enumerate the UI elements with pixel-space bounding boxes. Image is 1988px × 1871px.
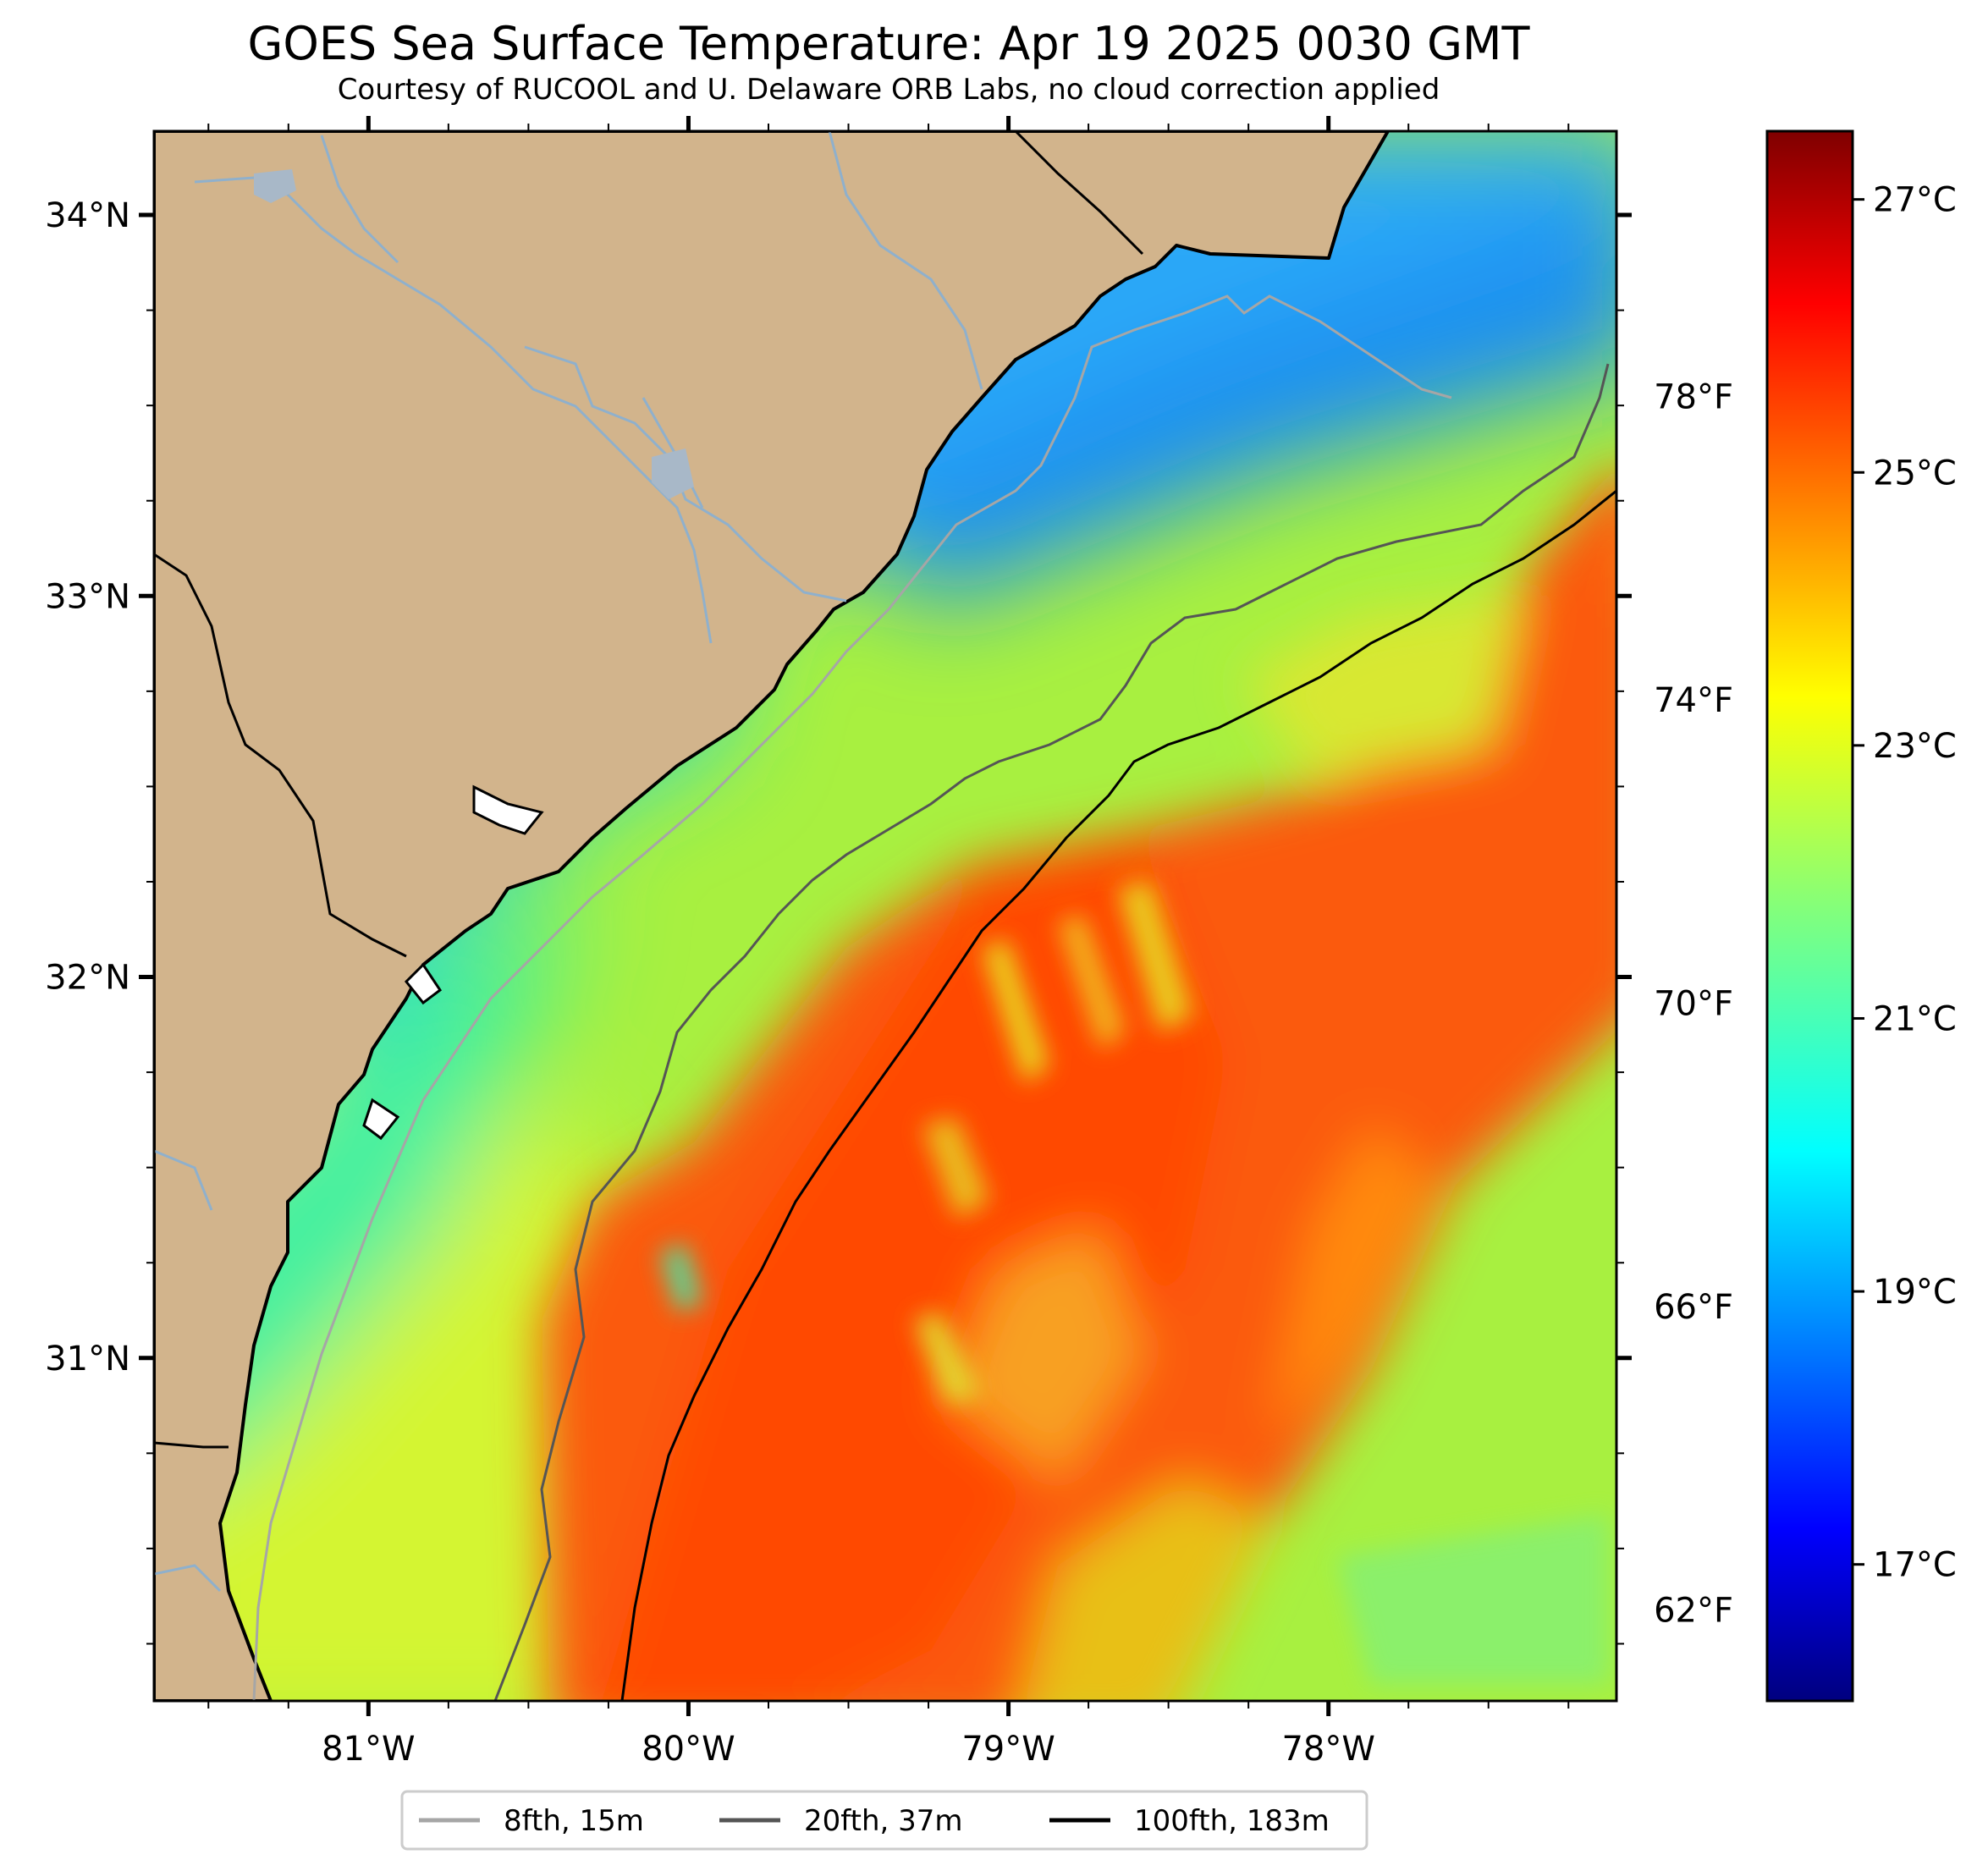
lat-tick-label: 34°N: [45, 196, 130, 235]
map-axes: 81°W 80°W 79°W 78°W 34°N 33°N 32°N 31°N: [45, 116, 1632, 1769]
lat-tick-label: 31°N: [45, 1340, 130, 1378]
colorbar-gradient: [1765, 129, 1854, 1703]
legend-label: 20fth, 37m: [804, 1804, 963, 1838]
legend-label: 8fth, 15m: [504, 1804, 644, 1838]
celsius-tick-label: 23°C: [1873, 727, 1957, 766]
bathymetry-contours: [252, 294, 1616, 1701]
fahrenheit-tick-label: 78°F: [1654, 378, 1733, 417]
land: [154, 131, 1390, 1701]
contour-20fth: [493, 363, 1610, 1701]
celsius-tick-label: 17°C: [1873, 1546, 1957, 1585]
legend-label: 100fth, 183m: [1134, 1804, 1330, 1838]
figure-title: GOES Sea Surface Temperature: Apr 19 202…: [247, 17, 1530, 70]
lakes: [254, 169, 694, 499]
lon-tick-label: 81°W: [322, 1730, 415, 1769]
map-panel: [154, 131, 1616, 1701]
colorbar-ticks: 27°C 25°C 23°C 21°C 19°C 17°C 78°F 74°F 70°F 66°F…: [1654, 181, 1957, 1631]
lat-tick-label: 32°N: [45, 959, 130, 998]
lon-tick-label: 80°W: [642, 1730, 735, 1769]
lat-tick-label: 33°N: [45, 577, 130, 616]
lon-tick-label: 79°W: [961, 1730, 1055, 1769]
state-borders: [154, 131, 1144, 1449]
legend-box: [400, 1790, 1368, 1851]
celsius-tick-label: 27°C: [1873, 181, 1957, 220]
celsius-tick-label: 25°C: [1873, 454, 1957, 493]
lon-tick-label: 78°W: [1281, 1730, 1374, 1769]
celsius-tick-label: 21°C: [1873, 999, 1957, 1038]
fahrenheit-tick-label: 70°F: [1654, 985, 1733, 1024]
fahrenheit-tick-label: 62°F: [1654, 1591, 1733, 1630]
contour-100fth: [620, 489, 1616, 1701]
celsius-tick-label: 19°C: [1873, 1273, 1957, 1312]
figure-subtitle: Courtesy of RUCOOL and U. Delaware ORB L…: [337, 73, 1440, 107]
legend: 8fth, 15m 20fth, 37m 100fth, 183m: [400, 1790, 1368, 1851]
fahrenheit-tick-label: 74°F: [1654, 681, 1733, 720]
fahrenheit-tick-label: 66°F: [1654, 1288, 1733, 1327]
contour-8fth: [252, 294, 1452, 1701]
colorbar: 27°C 25°C 23°C 21°C 19°C 17°C 78°F 74°F 70°F 66°F…: [1654, 129, 1957, 1703]
map-frame: [152, 129, 1618, 1703]
legend-entries: 8fth, 15m 20fth, 37m 100fth, 183m: [419, 1804, 1330, 1838]
